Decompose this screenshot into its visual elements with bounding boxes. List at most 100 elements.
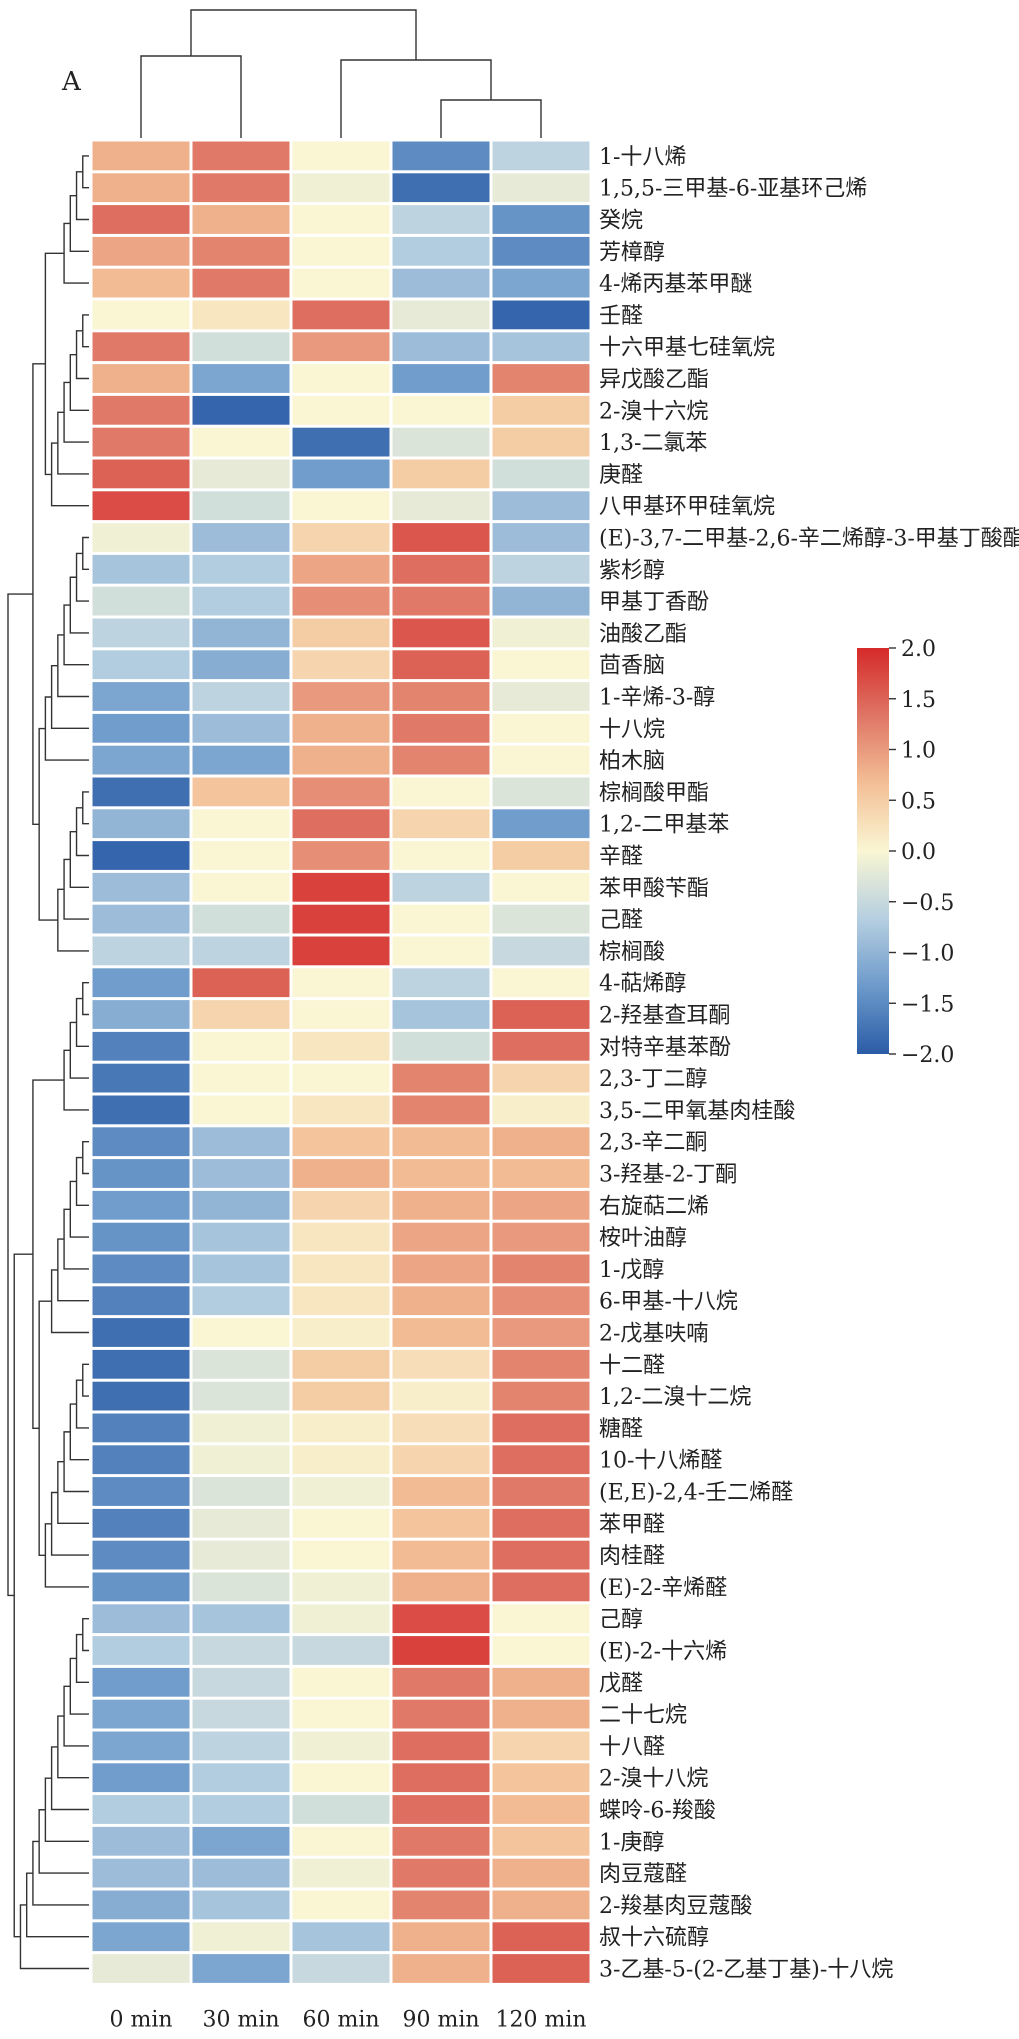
heatmap-cell	[492, 332, 590, 362]
heatmap-cell	[492, 459, 590, 489]
heatmap-cell	[292, 1190, 390, 1220]
heatmap-cell	[292, 268, 390, 298]
heatmap-cell	[292, 777, 390, 807]
heatmap-cell	[92, 1286, 190, 1316]
heatmap-cell	[492, 1508, 590, 1538]
heatmap-cell	[492, 1858, 590, 1888]
heatmap-cell	[192, 872, 290, 902]
heatmap-cell	[392, 1922, 490, 1952]
row-label: 6-甲基-十八烷	[599, 1290, 738, 1315]
heatmap-cell	[492, 491, 590, 521]
row-dendrogram-branch	[32, 1079, 65, 1429]
row-dendrogram-branch	[75, 1379, 89, 1429]
heatmap-cell	[192, 205, 290, 234]
row-dendrogram-branch	[38, 1300, 52, 1557]
row-label: 3-乙基-5-(2-乙基丁基)-十八烷	[599, 1958, 893, 1983]
heatmap-cell	[292, 809, 390, 839]
heatmap-cell	[192, 1159, 290, 1188]
column-label: 120 min	[495, 2007, 586, 2032]
row-dendrogram-branch	[50, 442, 89, 507]
row-dendrogram-branch	[69, 576, 89, 634]
row-dendrogram-branch	[63, 604, 89, 666]
row-label: 1,2-二甲基苯	[599, 813, 729, 838]
heatmap-cell	[492, 809, 590, 839]
heatmap-cell	[292, 1572, 390, 1602]
heatmap-cell	[192, 1063, 290, 1093]
heatmap-cell	[292, 1222, 390, 1252]
row-dendrogram-branch	[13, 1253, 33, 1938]
heatmap-cell	[192, 1349, 290, 1379]
row-label: 叔十六硫醇	[599, 1926, 709, 1951]
heatmap-cell	[92, 1190, 190, 1220]
row-label: 二十七烷	[599, 1703, 687, 1728]
row-dendrogram-branch	[63, 1049, 89, 1111]
heatmap-cell	[492, 1095, 590, 1125]
heatmap-cell	[492, 650, 590, 680]
heatmap-cell	[392, 1572, 490, 1602]
heatmap-cell	[292, 173, 390, 203]
row-label: 十六甲基七硅氧烷	[599, 336, 775, 361]
heatmap-cell	[292, 395, 390, 425]
heatmap-cell	[292, 1318, 390, 1347]
heatmap-cell	[492, 1954, 590, 1983]
heatmap-cell	[292, 745, 390, 775]
row-dendrogram-branch	[57, 1460, 89, 1524]
row-dendrogram-branch	[44, 252, 65, 476]
heatmap-cell	[92, 173, 190, 203]
heatmap-cell	[92, 1540, 190, 1570]
heatmap-cell	[392, 236, 490, 266]
heatmap-cell	[492, 1763, 590, 1793]
row-label: 十八醛	[599, 1735, 665, 1760]
row-dendrogram-branch	[50, 664, 89, 729]
heatmap-cell	[392, 682, 490, 711]
row-label: 2-戊基呋喃	[599, 1322, 708, 1347]
heatmap-cell	[392, 1159, 490, 1188]
heatmap-cell	[92, 809, 190, 839]
heatmap-cell	[492, 1604, 590, 1634]
heatmap-cell	[292, 1381, 390, 1411]
heatmap-cell	[92, 236, 190, 266]
heatmap-cell	[92, 650, 190, 680]
heatmap-cell	[392, 491, 490, 521]
heatmap-cell	[492, 1254, 590, 1284]
heatmap-cell	[392, 1381, 490, 1411]
heatmap-cell	[492, 1890, 590, 1920]
heatmap-cell	[392, 586, 490, 616]
row-label: 1-庚醇	[599, 1830, 664, 1855]
heatmap-cell	[92, 1349, 190, 1379]
heatmap-cell	[292, 1159, 390, 1188]
heatmap-cell	[492, 205, 590, 234]
row-label: 辛醛	[599, 845, 643, 870]
heatmap-cell	[292, 650, 390, 680]
column-dendrogram	[140, 9, 542, 138]
heatmap-cell	[192, 1795, 290, 1824]
heatmap-cell	[292, 841, 390, 870]
heatmap-cell	[392, 1031, 490, 1061]
heatmap-cell	[492, 1063, 590, 1093]
row-label: 1-辛烯-3-醇	[599, 686, 715, 711]
heatmap-cell	[192, 1413, 290, 1443]
heatmap-cell	[392, 1349, 490, 1379]
row-dendrogram-branch	[50, 1269, 89, 1334]
row-label: (E)-2-十六烯	[599, 1640, 727, 1665]
heatmap-cell	[192, 745, 290, 775]
heatmap-cell	[92, 1254, 190, 1284]
row-dendrogram-branch	[82, 155, 89, 189]
heatmap-cell	[192, 1826, 290, 1856]
heatmap-cell	[392, 523, 490, 552]
heatmap-cell	[392, 1063, 490, 1093]
heatmap-cell	[292, 523, 390, 552]
column-dendrogram-branch	[440, 99, 542, 138]
heatmap-cell	[492, 1572, 590, 1602]
heatmap-cell	[292, 1699, 390, 1729]
heatmap-cell	[192, 1222, 290, 1252]
heatmap-cell	[92, 904, 190, 934]
heatmap-cell	[392, 1318, 490, 1347]
heatmap-cell	[92, 841, 190, 870]
heatmap-cell	[492, 554, 590, 584]
heatmap-cell	[292, 936, 390, 966]
heatmap-cell	[392, 173, 490, 203]
heatmap-cell	[292, 1763, 390, 1793]
heatmap-cell	[292, 1254, 390, 1284]
heatmap-cell	[292, 1063, 390, 1093]
